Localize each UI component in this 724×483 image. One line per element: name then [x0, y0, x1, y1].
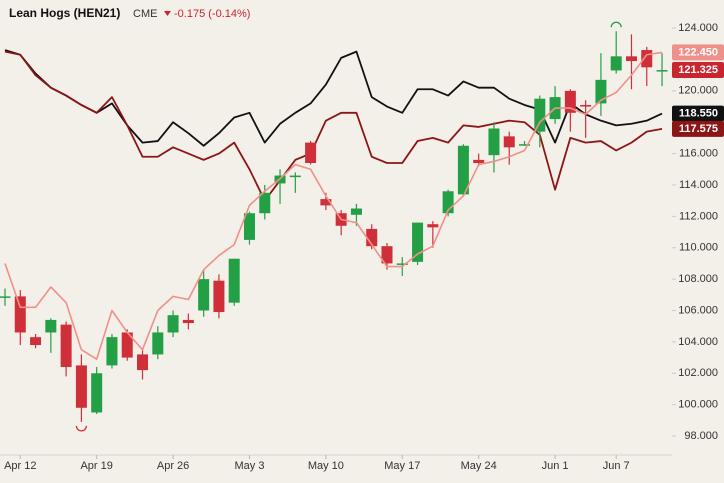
- price-change: -0.175 (-0.14%): [174, 8, 250, 20]
- candle-body: [0, 296, 11, 298]
- x-tick-label: Jun 1: [542, 460, 569, 472]
- last-value-label: 117.575: [679, 123, 718, 135]
- last-value-box: [672, 62, 724, 79]
- y-tick-label: 110.000: [679, 242, 718, 254]
- x-tick-label: Jun 7: [603, 460, 630, 472]
- candle-body: [14, 296, 26, 333]
- candle-body: [137, 354, 149, 371]
- candle-body: [610, 56, 622, 71]
- candle-body: [213, 280, 225, 313]
- candle-body: [503, 136, 515, 148]
- x-tick-label: May 3: [234, 460, 264, 472]
- x-tick-label: Apr 12: [4, 460, 36, 472]
- y-tick-label: 112.000: [679, 210, 718, 222]
- last-value-label: 121.325: [678, 64, 718, 76]
- x-tick-label: Apr 26: [157, 460, 189, 472]
- y-tick-label: 120.000: [678, 85, 718, 97]
- candle-body: [106, 337, 118, 366]
- low-marker: [75, 425, 88, 432]
- candle-body: [30, 337, 42, 346]
- candle-body: [488, 128, 500, 156]
- candle-body: [198, 279, 210, 311]
- last-value-label: 118.550: [679, 107, 718, 119]
- candle-body: [228, 258, 240, 303]
- down-arrow: [164, 11, 171, 16]
- candle-body: [473, 159, 485, 164]
- candle-body: [641, 50, 653, 68]
- candle-body: [60, 324, 72, 367]
- candle-body: [305, 142, 317, 164]
- y-tick-label: 100.000: [678, 399, 718, 411]
- candle-body: [320, 199, 332, 206]
- high-marker: [610, 21, 622, 28]
- candle-body: [396, 263, 408, 265]
- exchange: CME: [133, 8, 157, 20]
- candle-body: [580, 104, 592, 107]
- y-tick-label: 116.000: [679, 148, 718, 160]
- candle-body: [595, 79, 607, 104]
- y-tick-label: 102.000: [678, 367, 718, 379]
- candle-body: [259, 192, 271, 214]
- y-tick-label: 124.000: [678, 22, 718, 34]
- last-value-box: [672, 120, 724, 137]
- y-tick-label: 114.000: [679, 179, 718, 191]
- y-tick-label: 104.000: [678, 336, 718, 348]
- candle-body: [534, 98, 546, 132]
- candle-body: [45, 319, 57, 333]
- x-tick-label: May 17: [384, 460, 420, 472]
- candle-body: [625, 56, 637, 62]
- last-value-label: 122.450: [678, 46, 718, 58]
- price-line: [4, 50, 663, 202]
- y-tick-label: 98.000: [684, 430, 718, 442]
- candle-body: [412, 222, 424, 262]
- chart-title: Lean Hogs (HEN21): [9, 6, 120, 20]
- candle-body: [152, 332, 164, 355]
- candle-body: [442, 191, 454, 214]
- x-tick-label: Apr 19: [80, 460, 112, 472]
- y-tick-label: 106.000: [678, 304, 718, 316]
- candle-body: [121, 332, 133, 358]
- candle-body: [243, 213, 255, 240]
- candle-body: [381, 246, 393, 264]
- candle-body: [366, 228, 378, 247]
- candle-body: [182, 319, 194, 324]
- candle-body: [350, 208, 362, 215]
- candle-body: [519, 144, 531, 146]
- candle-body: [91, 373, 103, 413]
- x-tick-label: May 10: [308, 460, 344, 472]
- candle-body: [167, 315, 179, 333]
- candle-body: [427, 224, 439, 228]
- price-line: [4, 49, 663, 147]
- candle-body: [457, 145, 469, 195]
- x-tick-label: May 24: [461, 460, 497, 472]
- candle-body: [564, 90, 576, 113]
- last-value-box: [672, 44, 724, 61]
- y-tick-label: 108.000: [678, 273, 718, 285]
- price-line: [4, 51, 663, 360]
- candle-body: [75, 365, 87, 408]
- last-value-box: [672, 105, 724, 122]
- candle-body: [289, 175, 301, 178]
- candle-body: [656, 70, 668, 72]
